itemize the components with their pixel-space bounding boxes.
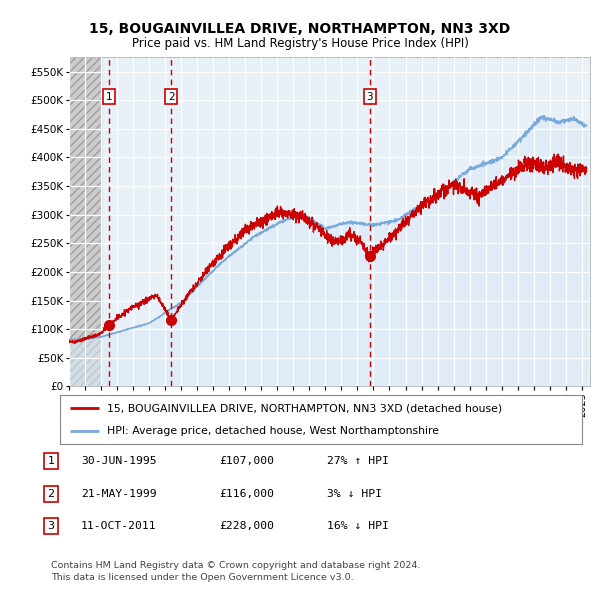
Text: 21-MAY-1999: 21-MAY-1999 (81, 489, 157, 499)
Text: 1: 1 (106, 91, 112, 101)
Text: 15, BOUGAINVILLEA DRIVE, NORTHAMPTON, NN3 3XD (detached house): 15, BOUGAINVILLEA DRIVE, NORTHAMPTON, NN… (107, 404, 502, 414)
Text: £228,000: £228,000 (219, 522, 274, 531)
Text: 3: 3 (47, 522, 55, 531)
Bar (69, 57, 101, 386)
Text: 11-OCT-2011: 11-OCT-2011 (81, 522, 157, 531)
Text: 27% ↑ HPI: 27% ↑ HPI (327, 457, 389, 466)
Text: Price paid vs. HM Land Registry's House Price Index (HPI): Price paid vs. HM Land Registry's House … (131, 37, 469, 50)
Text: 3% ↓ HPI: 3% ↓ HPI (327, 489, 382, 499)
Text: 15, BOUGAINVILLEA DRIVE, NORTHAMPTON, NN3 3XD: 15, BOUGAINVILLEA DRIVE, NORTHAMPTON, NN… (89, 22, 511, 37)
Text: 30-JUN-1995: 30-JUN-1995 (81, 457, 157, 466)
Text: 16% ↓ HPI: 16% ↓ HPI (327, 522, 389, 531)
Bar (69, 57, 101, 386)
Text: 2: 2 (168, 91, 175, 101)
Text: £107,000: £107,000 (219, 457, 274, 466)
Text: £116,000: £116,000 (219, 489, 274, 499)
Text: 3: 3 (367, 91, 373, 101)
Text: 2: 2 (47, 489, 55, 499)
Text: Contains HM Land Registry data © Crown copyright and database right 2024.
This d: Contains HM Land Registry data © Crown c… (51, 560, 421, 582)
Text: 1: 1 (47, 457, 55, 466)
Text: HPI: Average price, detached house, West Northamptonshire: HPI: Average price, detached house, West… (107, 425, 439, 435)
